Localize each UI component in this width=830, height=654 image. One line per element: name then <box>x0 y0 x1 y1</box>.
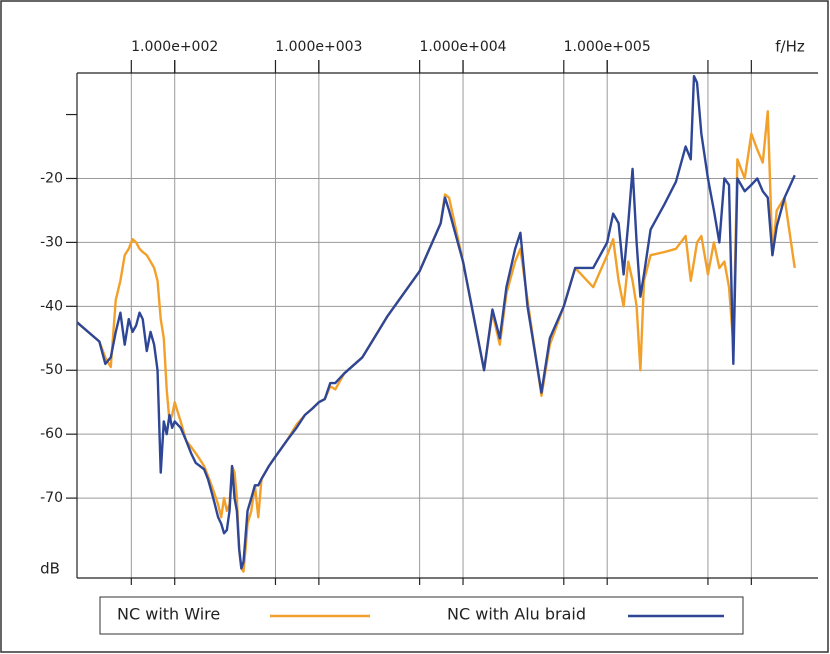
x-tick-label: 1.000e+004 <box>419 39 506 55</box>
y-tick-label: -30 <box>40 234 63 250</box>
y-tick-label: -40 <box>40 298 63 314</box>
x-axis-label: f/Hz <box>775 38 805 56</box>
series-line <box>76 75 796 570</box>
x-tick-label: 1.000e+005 <box>564 39 651 55</box>
legend-label: NC with Wire <box>117 605 220 624</box>
legend-label: NC with Alu braid <box>447 605 586 624</box>
y-tick-label: -20 <box>40 170 63 186</box>
y-tick-label: -50 <box>40 362 63 378</box>
x-tick-label: 1.000e+003 <box>275 39 362 55</box>
y-axis-label: dB <box>40 560 60 578</box>
y-tick-label: -70 <box>40 490 63 506</box>
y-tick-label: -60 <box>40 426 63 442</box>
x-tick-label: 1.000e+002 <box>131 39 218 55</box>
